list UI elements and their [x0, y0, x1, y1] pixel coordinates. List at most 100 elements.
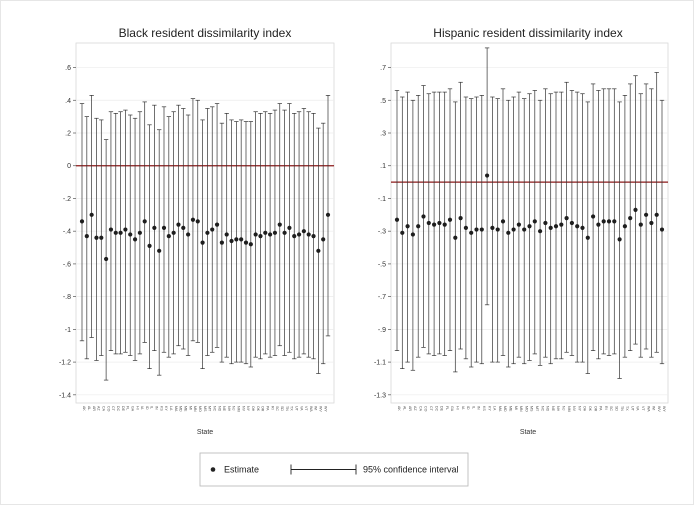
hispanic-y-tick-label: .1: [380, 163, 386, 170]
black-state-label: OH: [251, 406, 255, 412]
hispanic-state-label: NV: [572, 406, 576, 412]
black-state-label: OK: [256, 406, 260, 412]
black-y-tick-label: -.8: [63, 294, 71, 301]
black-estimate-point: [296, 232, 302, 237]
black-estimate-point: [176, 222, 181, 227]
hispanic-state-label: IL: [471, 406, 475, 409]
black-estimate-point: [161, 225, 167, 231]
black-estimate-point: [89, 212, 94, 217]
hispanic-y-tick-label: -1.3: [374, 392, 386, 399]
hispanic-dissimilarity-panel: Hispanic resident dissimilarity index .7…: [374, 26, 669, 436]
black-estimate-point: [132, 237, 138, 242]
hispanic-state-label: WA: [646, 406, 650, 412]
hispanic-estimate-point: [405, 224, 410, 229]
hispanic-state-label: CA: [418, 406, 422, 412]
black-estimate-point: [190, 217, 196, 222]
black-state-label: NH: [227, 406, 231, 412]
black-state-label: MO: [198, 406, 202, 412]
black-panel-title: Black resident dissimilarity index: [119, 26, 292, 40]
hispanic-state-label: OH: [583, 406, 587, 412]
hispanic-estimate-point: [453, 235, 458, 240]
hispanic-state-label: IN: [477, 406, 481, 410]
hispanic-estimate-point: [426, 220, 431, 226]
hispanic-estimate-point: [469, 230, 474, 235]
hispanic-y-tick-label: .3: [380, 131, 386, 138]
hispanic-ci-whisker: [659, 99, 665, 365]
black-estimate-point: [205, 230, 210, 235]
hispanic-state-label: ID: [466, 406, 470, 410]
hispanic-state-label: KS: [482, 406, 486, 411]
black-estimate-point: [311, 233, 316, 239]
black-state-label: FL: [126, 406, 130, 410]
hispanic-state-label: WY: [662, 406, 666, 412]
black-estimate-point: [181, 225, 186, 231]
hispanic-state-label: FL: [445, 406, 449, 410]
hispanic-state-label: DC: [434, 406, 438, 412]
black-state-label: SD: [280, 406, 284, 411]
black-state-label: IA: [140, 406, 144, 410]
black-estimate-point: [321, 237, 326, 242]
hispanic-estimate-point: [511, 227, 516, 232]
hispanic-state-label: MS: [530, 406, 534, 412]
hispanic-estimate-point: [606, 219, 612, 224]
hispanic-state-label: MN: [519, 406, 523, 412]
black-state-label: MS: [203, 406, 207, 412]
black-state-label: CA: [101, 406, 105, 412]
hispanic-estimate-point: [442, 222, 447, 227]
black-state-label: NV: [241, 406, 245, 412]
black-state-label: PA: [265, 406, 269, 411]
hispanic-state-label: GA: [450, 406, 454, 412]
hispanic-y-tick-labels: .7 .5 .3 .1 -.1 -.3 -.5 -.7 -.9 -1.1 -1.3: [374, 65, 391, 399]
hispanic-estimate-point: [532, 219, 537, 224]
black-estimate-point: [94, 235, 99, 240]
black-state-label: WV: [319, 406, 323, 412]
black-y-tick-label: 0: [67, 163, 71, 170]
hispanic-y-tick-label: -.3: [378, 229, 386, 236]
hispanic-estimate-point: [479, 227, 484, 232]
black-state-label: MT: [208, 406, 212, 412]
hispanic-y-tick-label: .5: [380, 98, 386, 105]
hispanic-estimate-point: [506, 230, 511, 235]
hispanic-estimate-point: [654, 212, 659, 217]
black-estimate-point: [118, 230, 123, 235]
hispanic-estimate-point: [633, 207, 638, 213]
black-y-tick-labels: .6 .4 .2 0 -.2 -.4 -.6 -.8 -1 -1.2 -1.4: [59, 65, 76, 399]
hispanic-estimate-point: [575, 224, 580, 229]
hispanic-estimate-point: [437, 220, 442, 226]
black-state-label: CT: [111, 406, 115, 412]
hispanic-y-tick-label: -.7: [378, 294, 386, 301]
black-state-label: NJ: [232, 406, 236, 411]
black-state-label: RI: [270, 406, 274, 410]
hispanic-estimate-point: [569, 220, 575, 226]
hispanic-state-label: HI: [456, 406, 460, 410]
black-state-label: VT: [304, 406, 308, 411]
black-state-label: GA: [130, 406, 134, 412]
black-estimate-point: [128, 232, 133, 237]
black-state-label: SC: [275, 406, 279, 411]
black-estimate-point: [272, 230, 278, 235]
black-estimate-point: [147, 243, 152, 249]
black-y-tick-label: -.2: [63, 196, 71, 203]
hispanic-state-label: CT: [429, 406, 433, 412]
black-state-label: IN: [155, 406, 159, 410]
hispanic-state-label: PA: [599, 406, 603, 411]
black-estimate-point: [195, 219, 200, 224]
black-state-labels: AK AL AR AZ CA CO CT DC DE FL GA HI IA ID IL IN KS KY LA MA…: [82, 406, 327, 412]
black-state-label: ND: [217, 406, 221, 412]
black-estimate-point: [301, 229, 306, 234]
black-gridlines: [76, 67, 334, 396]
hispanic-state-label: MI: [514, 406, 518, 410]
black-state-label: KY: [164, 406, 168, 411]
hispanic-state-label: AR: [408, 406, 412, 411]
hispanic-state-label: NE: [551, 406, 555, 412]
black-state-label: LA: [169, 406, 173, 411]
black-plot-area: [75, 42, 335, 404]
hispanic-estimate-point: [596, 222, 601, 227]
hispanic-state-label: AZ: [413, 406, 417, 411]
black-ci-whisker: [320, 122, 326, 365]
hispanic-estimates: [394, 173, 665, 242]
black-state-label: TN: [285, 406, 289, 411]
black-estimate-point: [287, 225, 292, 231]
black-state-label: DE: [121, 406, 125, 412]
